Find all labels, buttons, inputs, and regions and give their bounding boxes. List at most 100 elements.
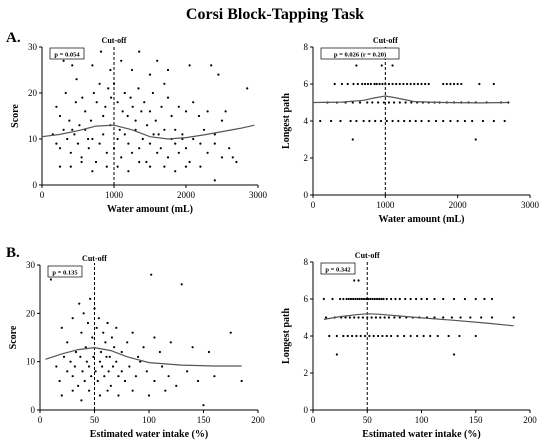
data-point <box>354 297 357 301</box>
x-tick-label: 1000 <box>376 200 395 210</box>
data-point <box>349 297 353 301</box>
data-point <box>396 334 399 338</box>
data-point <box>463 119 466 123</box>
data-point <box>398 82 401 86</box>
data-point <box>92 91 95 95</box>
data-point <box>99 50 103 53</box>
panel-label-b: B. <box>6 245 20 261</box>
y-tick-label: 4 <box>304 116 309 126</box>
data-point <box>427 119 430 123</box>
p-value-box <box>49 47 85 60</box>
data-point <box>346 82 349 86</box>
data-point <box>459 316 462 319</box>
cutoff-label: Cut-off <box>355 251 380 260</box>
data-point <box>148 142 152 145</box>
data-point <box>414 119 417 123</box>
x-tick-label: 100 <box>415 415 429 425</box>
data-point <box>92 355 95 358</box>
data-point <box>356 82 359 86</box>
fit-curve <box>312 95 509 104</box>
data-point <box>87 147 90 150</box>
data-point <box>105 355 108 358</box>
data-point <box>191 346 194 349</box>
data-point <box>148 165 152 168</box>
data-point <box>184 110 188 113</box>
data-point <box>390 334 393 338</box>
x-axis-label: Water amount (mL) <box>107 204 193 215</box>
data-point <box>98 394 102 397</box>
data-point <box>377 334 380 338</box>
data-point <box>126 114 129 118</box>
data-point <box>102 331 105 334</box>
data-point <box>62 128 65 131</box>
data-point <box>142 346 145 349</box>
data-point <box>375 297 379 301</box>
data-point <box>352 82 355 86</box>
data-point <box>442 119 445 123</box>
x-axis-label: Estimated water intake (%) <box>90 429 208 440</box>
fit-curve <box>45 346 242 367</box>
data-point <box>424 82 427 86</box>
fit-curve <box>323 313 514 327</box>
data-point <box>344 316 347 319</box>
p-value-annotation: p = 0.342 <box>325 267 350 274</box>
data-point <box>66 341 69 344</box>
data-point <box>112 147 116 150</box>
data-point <box>120 370 123 373</box>
x-tick-label: 2000 <box>449 200 468 210</box>
data-point <box>146 124 149 127</box>
data-point <box>374 316 378 319</box>
data-point <box>358 297 361 301</box>
data-point <box>217 73 220 76</box>
data-point <box>442 82 445 86</box>
data-point <box>164 389 167 392</box>
data-point <box>366 82 370 86</box>
y-tick-label: 6 <box>304 294 309 304</box>
data-point <box>387 82 391 86</box>
data-point <box>55 105 58 108</box>
data-point <box>129 96 132 99</box>
data-point <box>166 96 170 99</box>
p-value-box <box>320 262 356 275</box>
data-point <box>118 128 121 131</box>
data-point <box>123 133 126 136</box>
p-value-box <box>320 47 400 60</box>
data-point <box>235 160 238 164</box>
data-point <box>66 137 69 141</box>
data-point <box>213 133 216 136</box>
data-point <box>140 110 143 113</box>
data-point <box>69 165 72 168</box>
data-point <box>115 360 118 363</box>
data-point <box>73 133 76 136</box>
data-point <box>58 165 62 168</box>
data-point <box>120 350 123 354</box>
data-point <box>159 147 162 150</box>
data-point <box>429 334 432 338</box>
data-point <box>66 370 69 373</box>
y-tick-label: 10 <box>28 134 38 144</box>
data-point <box>357 316 360 319</box>
data-point <box>147 394 151 397</box>
data-point <box>126 341 129 344</box>
data-point <box>404 297 407 301</box>
data-point <box>481 119 485 123</box>
chart-b-left: 0 50 100 150 200 0 10 20 30 Estimated water intak… <box>8 254 265 440</box>
data-point <box>385 119 388 123</box>
data-point <box>463 297 466 301</box>
data-point <box>339 297 342 301</box>
data-point <box>62 59 65 62</box>
data-point <box>206 110 209 113</box>
data-point <box>186 370 189 373</box>
data-point <box>373 297 376 301</box>
cutoff-label: Cut-off <box>82 254 107 263</box>
data-point <box>398 297 401 301</box>
data-point <box>416 82 419 86</box>
data-point <box>151 91 154 95</box>
data-point <box>76 142 80 145</box>
data-point <box>331 297 334 301</box>
x-tick-label: 0 <box>38 415 43 425</box>
figure-title: Corsi Block-Tapping Task <box>185 6 365 23</box>
data-point <box>99 350 103 354</box>
data-point <box>156 151 159 154</box>
data-point <box>362 119 365 123</box>
